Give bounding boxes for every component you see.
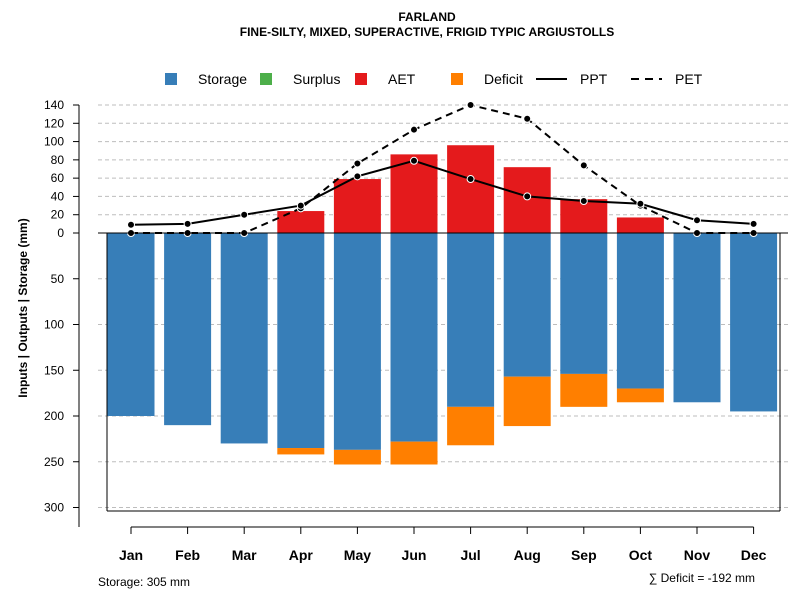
pet-point	[466, 101, 475, 109]
y-tick-label: 40	[51, 189, 65, 203]
y-tick-label: 140	[44, 98, 64, 112]
legend-label-ppt: PPT	[580, 71, 608, 87]
bar-deficit-jul	[447, 406, 495, 446]
pet-point	[579, 161, 588, 170]
x-tick-label-sep: Sep	[571, 547, 597, 563]
x-tick-label-jan: Jan	[119, 547, 143, 563]
ppt-point	[523, 192, 532, 201]
x-tick-label-oct: Oct	[629, 547, 653, 563]
pet-point	[410, 125, 418, 134]
bar-storage-jul	[447, 233, 495, 407]
bar-aet-jul	[447, 145, 495, 233]
y-tick-label: 120	[44, 116, 64, 130]
ppt-point	[240, 210, 249, 219]
legend-label-pet: PET	[675, 71, 703, 87]
storage-note: Storage: 305 mm	[98, 575, 190, 589]
y-tick-label: 50	[51, 272, 65, 286]
bar-deficit-jun	[390, 441, 438, 465]
x-tick-label-feb: Feb	[175, 547, 200, 563]
legend-swatch-aet	[355, 73, 367, 85]
y-tick-label: 60	[51, 171, 65, 185]
pet-point	[353, 159, 362, 168]
y-tick-label: 100	[44, 318, 64, 332]
gridlines	[98, 104, 788, 508]
y-tick-label: 0	[57, 226, 64, 240]
y-tick-label: 20	[51, 208, 65, 222]
bar-storage-jun	[390, 233, 438, 442]
y-tick-label: 100	[44, 135, 64, 149]
y-tick-label: 150	[44, 363, 64, 377]
x-tick-label-jul: Jul	[460, 547, 480, 563]
chart-title: FARLAND	[398, 10, 456, 24]
bar-storage-feb	[164, 233, 212, 426]
y-tick-label: 300	[44, 501, 64, 515]
ppt-point	[693, 216, 701, 225]
bar-aet-apr	[277, 211, 325, 233]
legend-label-storage: Storage	[198, 71, 247, 87]
legend-swatch-storage	[165, 73, 177, 85]
legend-label-deficit: Deficit	[484, 71, 523, 87]
ppt-point	[749, 219, 758, 228]
bars	[107, 145, 778, 465]
y-tick-label: 200	[44, 409, 64, 423]
ppt-point	[410, 156, 418, 165]
bar-storage-jan	[107, 233, 155, 416]
bar-storage-may	[333, 233, 381, 450]
x-tick-label-may: May	[344, 547, 371, 563]
bar-deficit-sep	[560, 373, 608, 407]
bar-storage-oct	[616, 233, 664, 389]
pet-point	[523, 114, 532, 123]
bar-deficit-apr	[277, 448, 325, 455]
axes: 0 20 40 60 80 100 120 140 50 100 150 200 250 300 Jan Fe…	[44, 98, 788, 563]
ppt-point	[353, 172, 362, 181]
series-lines	[127, 101, 758, 237]
ppt-point	[183, 219, 192, 228]
bar-aet-oct	[616, 217, 664, 233]
bar-aet-jun	[390, 154, 438, 233]
bar-storage-sep	[560, 233, 608, 374]
x-tick-label-dec: Dec	[741, 547, 767, 563]
ppt-point	[296, 201, 305, 210]
bar-deficit-oct	[616, 388, 664, 403]
bar-aet-may	[333, 179, 381, 233]
x-tick-label-mar: Mar	[232, 547, 257, 563]
ppt-line	[130, 159, 754, 226]
chart-subtitle: FINE-SILTY, MIXED, SUPERACTIVE, FRIGID T…	[240, 25, 614, 39]
x-tick-label-jun: Jun	[402, 547, 427, 563]
bar-deficit-may	[333, 449, 381, 465]
x-tick-label-aug: Aug	[514, 547, 541, 563]
bar-deficit-aug	[503, 376, 551, 427]
bar-storage-dec	[730, 233, 778, 412]
legend-swatch-surplus	[260, 73, 272, 85]
ppt-point	[466, 175, 475, 184]
ppt-point	[636, 199, 645, 208]
legend-swatch-deficit	[451, 73, 463, 85]
bar-storage-apr	[277, 233, 325, 449]
deficit-note: ∑ Deficit = -192 mm	[649, 571, 755, 585]
ppt-point	[127, 220, 135, 229]
legend-label-surplus: Surplus	[293, 71, 340, 87]
y-tick-label: 250	[44, 455, 64, 469]
legend-label-aet: AET	[388, 71, 416, 87]
x-tick-label-apr: Apr	[289, 547, 314, 563]
ppt-point	[579, 197, 588, 205]
y-tick-label: 80	[51, 153, 65, 167]
legend: Storage Surplus AET Deficit PPT PET	[165, 71, 703, 87]
y-axis-label: Inputs | Outputs | Storage (mm)	[16, 218, 30, 397]
bar-storage-mar	[220, 233, 268, 444]
x-tick-label-nov: Nov	[684, 547, 711, 563]
bar-storage-aug	[503, 233, 551, 377]
bar-storage-nov	[673, 233, 721, 403]
